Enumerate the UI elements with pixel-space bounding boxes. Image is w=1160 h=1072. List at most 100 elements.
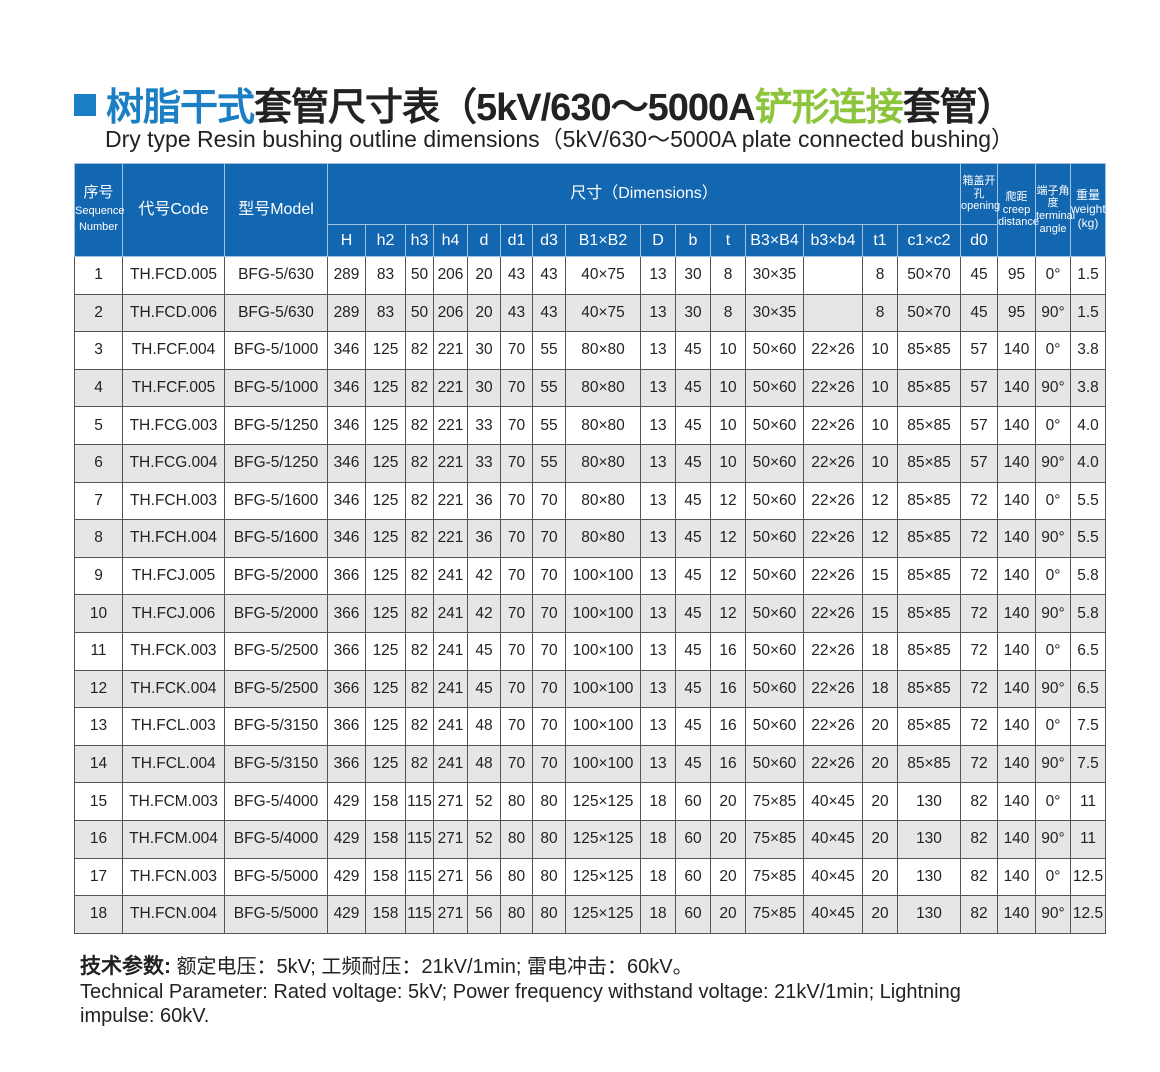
header-angle-en: terminal angle <box>1036 210 1076 235</box>
table-cell: 140 <box>997 782 1036 821</box>
header-weight: 重量 weight (kg) <box>1070 163 1106 257</box>
table-cell: 271 <box>433 819 468 859</box>
table-cell: 50×60 <box>745 443 804 483</box>
table-cell: 90° <box>1035 594 1071 633</box>
table-cell: 55 <box>532 443 566 483</box>
header-opening: 箱盖开孔 opening <box>960 163 1000 225</box>
table-cell: 130 <box>897 857 961 897</box>
table-cell: 0° <box>1035 406 1071 445</box>
table-cell: BFG-5/1600 <box>224 481 328 521</box>
table-cell: 125 <box>365 481 406 521</box>
table-cell: 140 <box>997 594 1036 633</box>
title-part-green: 铲形连接 <box>754 87 904 129</box>
table-cell: 95 <box>997 256 1036 295</box>
table-cell: 80×80 <box>565 331 641 370</box>
table-cell: 72 <box>960 669 998 709</box>
table-cell: 158 <box>365 819 406 859</box>
table-cell: 50×60 <box>745 368 804 408</box>
table-cell: TH.FCG.004 <box>122 443 225 483</box>
table-cell: 10 <box>862 406 898 445</box>
table-cell: 45 <box>675 744 711 784</box>
table-cell: 5.8 <box>1070 556 1106 596</box>
table-cell: 50×60 <box>745 481 804 521</box>
header-creep: 爬距 creep distance <box>997 163 1039 257</box>
table-cell: 22×26 <box>803 481 863 521</box>
table-cell: 16 <box>710 631 746 671</box>
table-cell: 346 <box>327 443 366 483</box>
table-cell: 8 <box>710 256 746 295</box>
subheader-cell: h3 <box>405 224 434 257</box>
table-cell: 241 <box>433 556 468 596</box>
table-cell: TH.FCJ.005 <box>122 556 225 596</box>
table-cell: 0° <box>1035 331 1071 370</box>
table-cell: 10 <box>710 443 746 483</box>
subheader-cell: d0 <box>960 224 998 257</box>
table-cell: BFG-5/3150 <box>224 707 328 746</box>
table-cell: 55 <box>532 406 566 445</box>
table-cell: 13 <box>640 331 676 370</box>
table-cell: BFG-5/1250 <box>224 443 328 483</box>
table-cell: 40×45 <box>803 857 863 897</box>
table-row: 18 TH.FCN.004 BFG-5/5000 429 158 115 271 56 80 80… <box>74 895 1106 934</box>
table-cell: 7 <box>74 481 123 521</box>
table-cell: 18 <box>640 782 676 821</box>
table-cell: 70 <box>500 556 533 596</box>
table-cell: 42 <box>467 556 501 596</box>
table-cell: 8 <box>862 256 898 295</box>
table-cell: TH.FCF.005 <box>122 368 225 408</box>
table-cell: 36 <box>467 481 501 521</box>
table-cell: 85×85 <box>897 669 961 709</box>
table-cell: 4.0 <box>1070 443 1106 483</box>
table-cell: 12 <box>710 481 746 521</box>
table-cell: 22×26 <box>803 443 863 483</box>
table-cell: 82 <box>405 744 434 784</box>
table-cell: 72 <box>960 707 998 746</box>
header-creep-cn: 爬距 <box>1005 191 1028 204</box>
table-cell: 0° <box>1035 256 1071 295</box>
subheader-cell: B3×B4 <box>745 224 804 257</box>
table-cell: 20 <box>467 256 501 295</box>
table-cell: 82 <box>405 368 434 408</box>
table-cell: 72 <box>960 556 998 596</box>
table-cell: 50×60 <box>745 519 804 558</box>
table-cell: 20 <box>862 744 898 784</box>
table-cell: 1 <box>74 256 123 295</box>
subheader-cell: c1×c2 <box>897 224 961 257</box>
table-cell: 16 <box>710 744 746 784</box>
table-cell: 115 <box>405 895 434 934</box>
table-cell: 48 <box>467 744 501 784</box>
table-cell: 45 <box>467 631 501 671</box>
table-cell: 82 <box>405 519 434 558</box>
table-cell: 75×85 <box>745 857 804 897</box>
table-cell: 140 <box>997 895 1036 934</box>
table-cell: 70 <box>500 519 533 558</box>
table-cell: 52 <box>467 819 501 859</box>
table-cell: 10 <box>710 368 746 408</box>
table-cell: 22×26 <box>803 556 863 596</box>
table-cell: 100×100 <box>565 669 641 709</box>
table-cell: 125×125 <box>565 819 641 859</box>
table-cell: 366 <box>327 744 366 784</box>
table-cell: 10 <box>710 331 746 370</box>
table-cell: 45 <box>675 556 711 596</box>
table-cell: 50×60 <box>745 669 804 709</box>
table-cell: 80 <box>532 895 566 934</box>
table-cell: 45 <box>675 631 711 671</box>
table-cell: TH.FCM.003 <box>122 782 225 821</box>
table-cell: 366 <box>327 631 366 671</box>
table-cell: 346 <box>327 406 366 445</box>
table-cell: BFG-5/3150 <box>224 744 328 784</box>
table-cell: 13 <box>640 293 676 333</box>
table-row: 5 TH.FCG.003 BFG-5/1250 346 125 82 221 33 70 55 80… <box>74 406 1106 445</box>
table-cell: 90° <box>1035 744 1071 784</box>
table-cell: 50×70 <box>897 256 961 295</box>
table-cell: 100×100 <box>565 594 641 633</box>
table-cell: 85×85 <box>897 707 961 746</box>
table-row: 15 TH.FCM.003 BFG-5/4000 429 158 115 271 52 80 80… <box>74 782 1106 821</box>
table-cell: 82 <box>960 782 998 821</box>
table-cell: 22×26 <box>803 331 863 370</box>
table-cell: 30 <box>467 331 501 370</box>
table-cell: TH.FCN.003 <box>122 857 225 897</box>
table-cell: 82 <box>405 331 434 370</box>
table-cell: 70 <box>532 669 566 709</box>
